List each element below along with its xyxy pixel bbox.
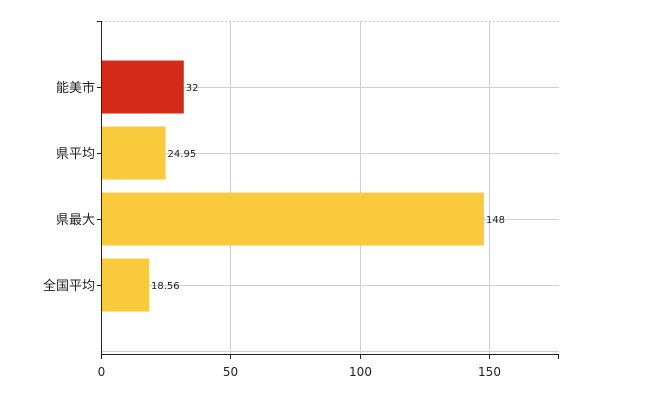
x-tick-label-2: 100 xyxy=(349,365,372,379)
category-label-2: 県最大 xyxy=(56,213,95,228)
bar-0 xyxy=(101,60,184,114)
category-label-1: 県平均 xyxy=(56,147,95,162)
category-label-0: 能美市 xyxy=(56,80,95,96)
labels: 32 能美市 24.95 県平均 148 県最大 18.56 全国平均 0 50 100 150 xyxy=(43,80,505,379)
bars xyxy=(101,60,484,312)
x-tick-label-1: 50 xyxy=(223,365,238,379)
data-label-0: 32 xyxy=(186,83,199,94)
data-label-1: 24.95 xyxy=(168,149,197,160)
bar-2 xyxy=(101,192,484,246)
category-label-3: 全国平均 xyxy=(43,278,95,294)
data-label-3: 18.56 xyxy=(151,281,180,292)
x-tick-label-0: 0 xyxy=(98,365,106,379)
x-tick-label-3: 150 xyxy=(478,365,501,379)
data-label-2: 148 xyxy=(486,215,505,226)
bar-3 xyxy=(101,258,150,312)
bar-1 xyxy=(101,126,166,180)
axes xyxy=(97,21,559,359)
